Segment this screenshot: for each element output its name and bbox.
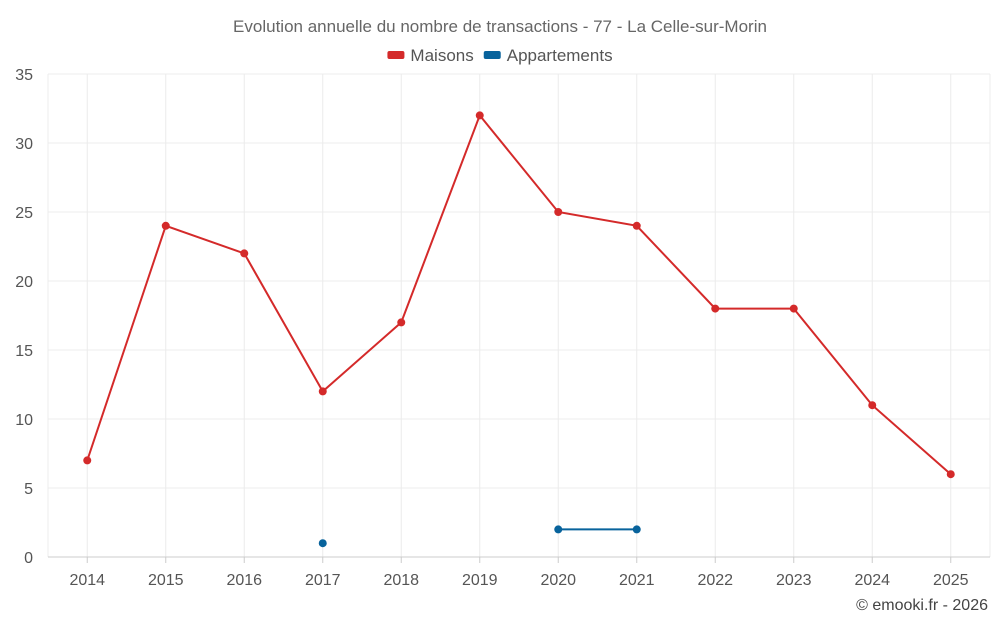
y-tick-label: 15 [15,343,33,360]
x-tick-label: 2022 [697,572,733,589]
x-tick-label: 2023 [776,572,812,589]
y-tick-label: 30 [15,136,33,153]
data-point[interactable] [240,249,249,258]
legend-swatch [387,51,405,59]
legend-swatch [483,51,501,59]
grid [48,73,990,557]
y-tick-label: 35 [15,67,33,84]
series-area [83,111,955,548]
data-point[interactable] [711,304,720,313]
x-tick-label: 2017 [305,572,341,589]
x-tick-label: 2025 [933,572,969,589]
data-point[interactable] [161,221,170,230]
y-tick-label: 20 [15,274,33,291]
data-point[interactable] [83,456,92,465]
y-tick-label: 25 [15,205,33,222]
data-point[interactable] [397,318,406,327]
x-axis: 2014 2015 2016 2017 2018 2019 2020 2021 2022 2023… [48,556,990,589]
data-point[interactable] [868,401,877,410]
x-tick-label: 2019 [462,572,498,589]
legend-item-maisons[interactable]: Maisons [387,46,474,65]
data-point[interactable] [789,304,798,313]
series-maisons [83,111,955,479]
y-axis: 0 5 10 15 20 25 30 35 [15,67,991,567]
y-tick-label: 10 [15,412,33,429]
data-point[interactable] [318,539,327,548]
legend: Maisons Appartements [387,46,613,65]
x-tick-label: 2016 [226,572,262,589]
y-tick-label: 5 [24,481,33,498]
data-point[interactable] [632,221,641,230]
x-tick-label: 2020 [540,572,576,589]
data-point[interactable] [554,525,563,534]
x-tick-label: 2021 [619,572,655,589]
data-point[interactable] [946,470,955,479]
x-tick-label: 2024 [854,572,890,589]
data-point[interactable] [475,111,484,120]
y-tick-label: 0 [24,550,33,567]
chart-title: Evolution annuelle du nombre de transact… [233,17,767,36]
series-line [86,113,952,475]
data-point[interactable] [554,208,563,216]
data-point[interactable] [632,525,641,534]
x-tick-label: 2014 [69,572,105,589]
data-point[interactable] [318,387,327,396]
legend-label: Maisons [410,46,473,65]
credit-text: © emooki.fr - 2026 [856,597,988,614]
x-tick-label: 2015 [148,572,184,589]
x-tick-label: 2018 [383,572,419,589]
legend-label: Appartements [507,46,613,65]
series-appartements [318,525,641,548]
legend-item-appartements[interactable]: Appartements [483,46,613,65]
